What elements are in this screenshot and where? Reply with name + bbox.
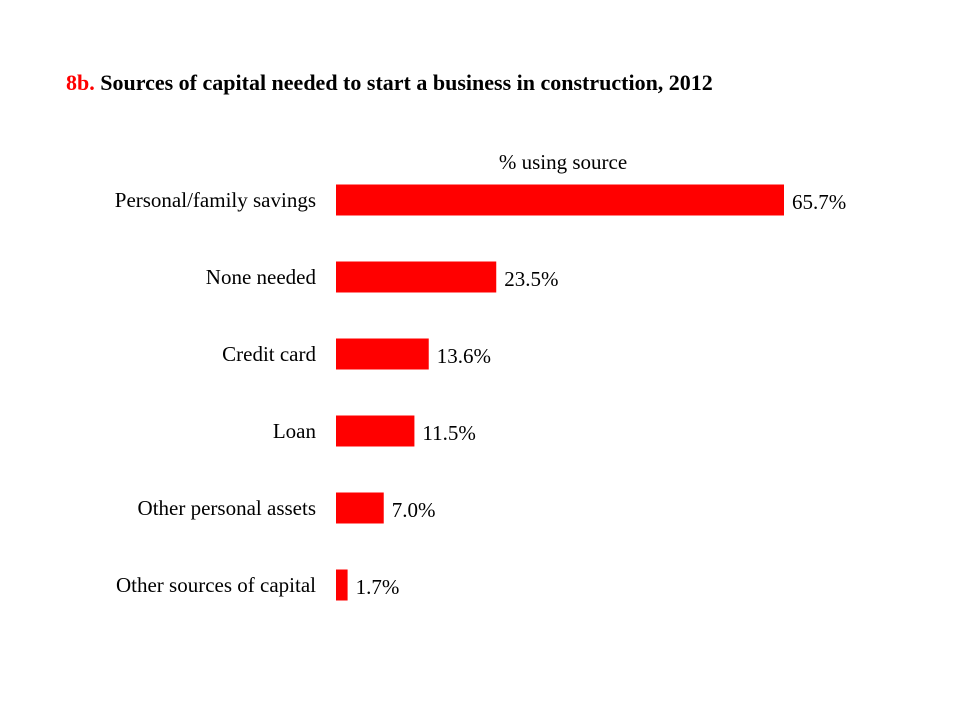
value-label: 13.6% xyxy=(437,344,491,368)
category-label: Other personal assets xyxy=(138,496,316,520)
value-label: 65.7% xyxy=(792,190,846,214)
chart-title: 8b. Sources of capital needed to start a… xyxy=(66,70,713,96)
bar xyxy=(336,415,415,447)
value-label: 1.7% xyxy=(356,575,400,599)
chart-subtitle: % using source xyxy=(499,150,627,174)
value-label: 23.5% xyxy=(504,267,558,291)
chart-title-tag: 8b. xyxy=(66,70,95,95)
category-label: Credit card xyxy=(222,342,316,366)
category-label: Personal/family savings xyxy=(115,188,316,212)
bar xyxy=(336,569,348,601)
value-label: 11.5% xyxy=(422,421,475,445)
bar xyxy=(336,338,429,370)
category-label: Other sources of capital xyxy=(116,573,316,597)
bar xyxy=(336,492,384,524)
bar xyxy=(336,184,784,216)
category-label: None needed xyxy=(206,265,317,289)
category-label: Loan xyxy=(273,419,317,443)
value-label: 7.0% xyxy=(392,498,436,522)
bar xyxy=(336,261,497,293)
chart-title-text: Sources of capital needed to start a bus… xyxy=(100,70,713,95)
bar-group: Personal/family savings 65.7% None needed 2… xyxy=(115,184,846,601)
